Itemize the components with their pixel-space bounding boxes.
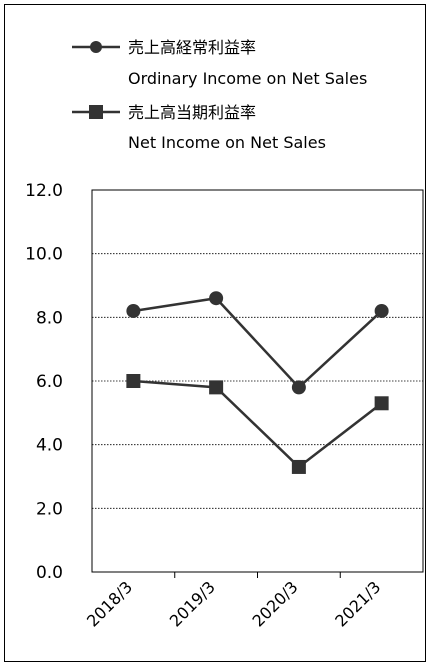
y-tick-label: 8.0 — [36, 308, 63, 328]
x-tick-label: 2019/3 — [166, 577, 219, 630]
y-axis: 0.0 2.0 4.0 6.0 8.0 10.0 12.0 — [25, 181, 63, 583]
legend-label-en-net-income: Net Income on Net Sales — [128, 133, 326, 152]
legend-label-ja-ordinary-income: 売上高経常利益率 — [128, 38, 256, 57]
data-point-square — [292, 460, 306, 474]
series-line-ordinary-income — [133, 298, 381, 387]
y-tick-label: 12.0 — [25, 181, 63, 201]
legend-marker-circle — [90, 41, 102, 53]
y-tick-label: 10.0 — [25, 245, 63, 265]
data-point-circle — [209, 291, 223, 305]
y-tick-label: 0.0 — [36, 563, 63, 583]
series-line-net-income — [133, 381, 381, 467]
data-point-square — [126, 374, 140, 388]
legend-item-net-income: 売上高当期利益率 Net Income on Net Sales — [72, 103, 326, 152]
legend-item-ordinary-income: 売上高経常利益率 Ordinary Income on Net Sales — [72, 38, 367, 88]
legend-label-en-ordinary-income: Ordinary Income on Net Sales — [128, 69, 367, 88]
legend: 売上高経常利益率 Ordinary Income on Net Sales 売上… — [72, 38, 367, 152]
data-point-circle — [375, 304, 389, 318]
y-tick-label: 2.0 — [36, 499, 63, 519]
data-point-square — [209, 380, 223, 394]
y-tick-label: 4.0 — [36, 436, 63, 456]
x-tick-label: 2021/3 — [331, 577, 384, 630]
data-point-circle — [292, 380, 306, 394]
y-tick-label: 6.0 — [36, 372, 63, 392]
legend-marker-square — [89, 105, 103, 119]
plot-area: 0.0 2.0 4.0 6.0 8.0 10.0 12.0 2018/3 2019/3 2020… — [25, 181, 423, 631]
data-point-square — [375, 396, 389, 410]
data-point-circle — [126, 304, 140, 318]
series-layer — [126, 291, 388, 474]
x-axis: 2018/3 2019/3 2020/3 2021/3 — [83, 572, 384, 631]
legend-label-ja-net-income: 売上高当期利益率 — [128, 103, 256, 122]
x-tick-label: 2020/3 — [248, 577, 301, 630]
x-tick-label: 2018/3 — [83, 577, 136, 630]
